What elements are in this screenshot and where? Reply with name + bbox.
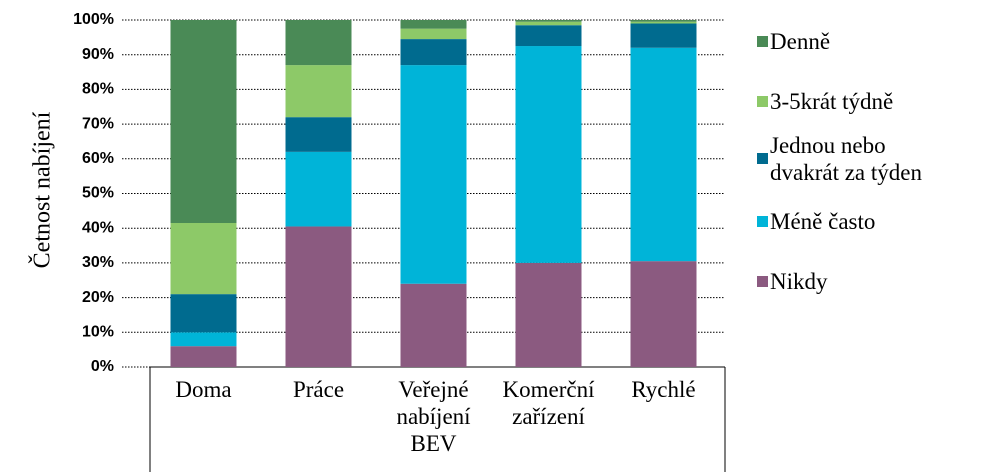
bar-segment (400, 65, 467, 284)
legend-label: Méně často (770, 209, 876, 234)
bar-segment (400, 39, 467, 66)
bar-segment (285, 151, 352, 227)
bar-segment (630, 21, 697, 24)
bar-segment (630, 20, 697, 22)
bar-segment (515, 46, 582, 263)
bar-segment (170, 20, 237, 223)
y-tick-label: 80% (82, 81, 114, 98)
legend-label: Nikdy (770, 269, 828, 294)
x-tick-label: Komerční zařízení (502, 377, 595, 429)
legend-marker (757, 96, 768, 107)
bar-segment (285, 20, 352, 66)
bar-segment (515, 21, 582, 26)
legend-marker (757, 153, 768, 164)
y-tick-label: 40% (82, 219, 114, 236)
x-tick-label: Doma (175, 377, 232, 402)
y-tick-label: 60% (82, 150, 114, 167)
y-tick-label: 10% (82, 324, 114, 341)
y-tick-label: 70% (82, 115, 114, 132)
bar-segment (515, 262, 582, 367)
y-tick-label: 50% (82, 185, 114, 202)
bar-segment (170, 346, 237, 367)
bar-segment (630, 23, 697, 48)
bar-segment (170, 332, 237, 347)
x-tick-label: Práce (292, 377, 345, 402)
legend-label: Denně (770, 29, 831, 54)
bar-segment (285, 226, 352, 367)
y-axis-label: Četnost nabíjení (29, 111, 56, 268)
bar-segment (515, 25, 582, 47)
legend-label: 3-5krát týdně (770, 89, 894, 114)
bar-segment (170, 222, 237, 295)
y-tick-label: 90% (82, 46, 114, 63)
bar-segment (400, 20, 467, 29)
legend-marker (757, 276, 768, 287)
bar-segment (515, 20, 582, 22)
bar-segment (285, 117, 352, 152)
legend-marker (757, 216, 768, 227)
legend-label: Jednou nebo dvakrát za týden (770, 133, 922, 185)
y-tick-label: 20% (82, 289, 114, 306)
x-tick-label: Rychlé (631, 377, 696, 402)
x-tick-label: Veřejné nabíjení BEV (396, 377, 471, 456)
bar-segment (170, 294, 237, 333)
y-tick-label: 30% (82, 254, 114, 271)
bar-segment (630, 261, 697, 367)
bar-segment (400, 283, 467, 367)
legend-marker (757, 36, 768, 47)
bar-segment (285, 65, 352, 118)
y-tick-label: 0% (91, 358, 114, 375)
bar-segment (400, 28, 467, 40)
bar-segment (630, 47, 697, 262)
y-tick-label: 100% (73, 11, 114, 28)
